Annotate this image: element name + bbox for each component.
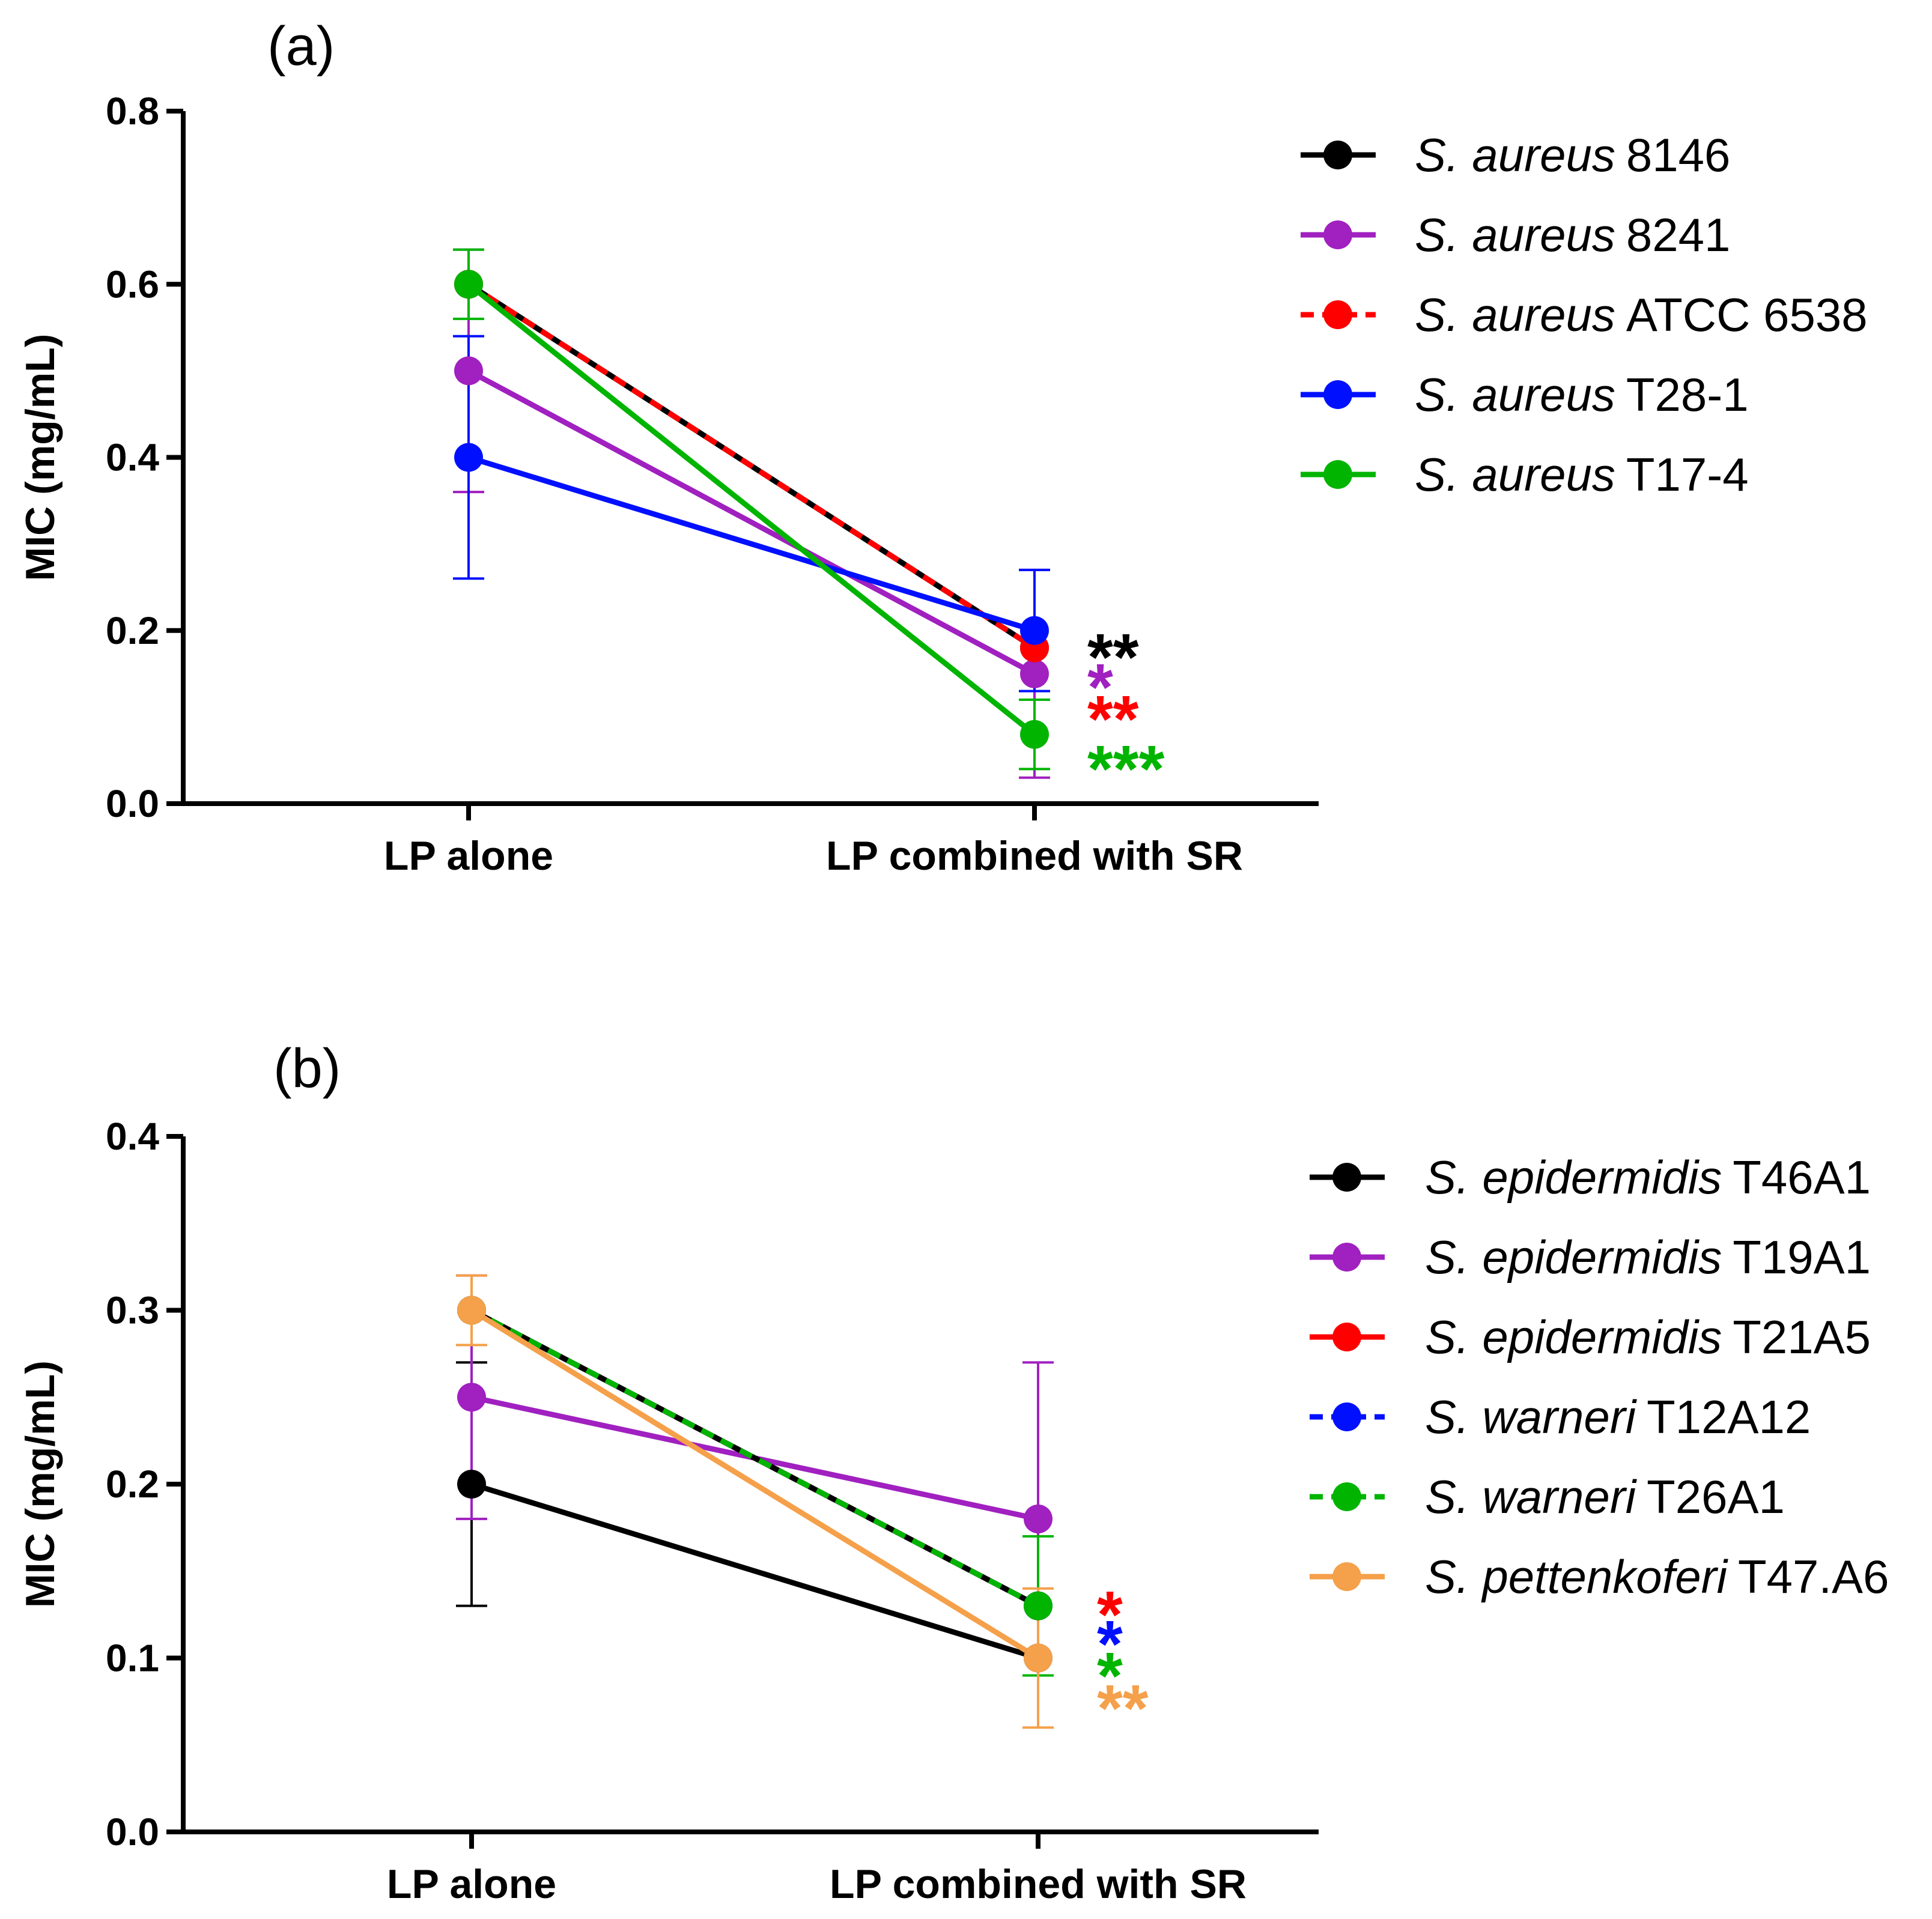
data-point: [457, 1383, 486, 1412]
series-line: [470, 1481, 1039, 1661]
legend-marker: [1323, 141, 1352, 169]
legend-species: S. epidermidis: [1425, 1311, 1722, 1363]
legend-strain: T21A5: [1733, 1311, 1871, 1363]
chart-panel-a: (a) 0.0 0.2 0.4 0.6 0.8 LP alone LP combined wi…: [17, 16, 1868, 879]
significance-marker: *: [1097, 1578, 1123, 1652]
significance-marker: *: [1097, 1639, 1123, 1713]
data-point: [454, 270, 483, 299]
chart-panel-b: (b) 0.0 0.1 0.2 0.3 0.4 LP alone LP combined wi…: [17, 1038, 1889, 1907]
legend-species: S. aureus: [1415, 208, 1615, 261]
series-line: [467, 282, 1036, 650]
legend-species: S. pettenkoferi: [1425, 1550, 1729, 1603]
significance-marker: **: [1097, 1672, 1149, 1745]
legend-entry: S. aureus ATCC 6538: [1415, 288, 1868, 341]
legend-marker: [1332, 1243, 1361, 1272]
legend-marker: [1332, 1402, 1361, 1431]
legend-species: S. aureus: [1415, 288, 1615, 341]
y-axis-title: MIC (mg/mL): [17, 334, 63, 581]
legend-strain: T26A1: [1647, 1470, 1785, 1523]
legend-strain: T17-4: [1626, 448, 1749, 501]
legend-entry: S. aureus 8241: [1415, 208, 1730, 261]
y-tick-label: 0.6: [106, 262, 159, 306]
y-tick-label: 0.1: [106, 1637, 159, 1680]
data-point: [454, 443, 483, 472]
legend-marker: [1323, 220, 1352, 249]
series-line: [467, 368, 1036, 676]
legend-strain: T28-1: [1626, 368, 1749, 421]
panel-label: (a): [267, 16, 335, 77]
significance-marker: **: [1087, 682, 1139, 756]
legend-entry: S. warneri T26A1: [1425, 1470, 1785, 1523]
legend-entry: S. epidermidis T46A1: [1425, 1151, 1871, 1204]
significance-marker: *: [1087, 650, 1113, 724]
y-tick-label: 0.2: [106, 1463, 159, 1506]
x-category-label: LP alone: [384, 833, 553, 879]
y-tick-label: 0.0: [106, 1810, 159, 1854]
x-category-label: LP combined with SR: [830, 1861, 1247, 1907]
y-tick-label: 0.3: [106, 1289, 159, 1332]
significance-marker: ***: [1087, 732, 1165, 806]
legend-entry: S. warneri T12A12: [1425, 1390, 1811, 1443]
series-line: [467, 282, 1036, 737]
legend-species: S. aureus: [1415, 129, 1615, 181]
legend-entry: S. aureus T28-1: [1415, 368, 1749, 421]
data-point: [457, 1296, 486, 1325]
legend-marker: [1332, 1163, 1361, 1192]
data-point: [1020, 720, 1049, 749]
legend-marker: [1332, 1323, 1361, 1351]
legend-species: S. epidermidis: [1425, 1231, 1722, 1284]
panel-label: (b): [273, 1038, 341, 1099]
data-point: [1020, 616, 1049, 645]
legend-marker: [1323, 300, 1352, 329]
legend-entry: S. aureus T17-4: [1415, 448, 1749, 501]
legend-marker: [1332, 1482, 1361, 1511]
legend-entry: S. pettenkoferi T47.A6: [1425, 1550, 1889, 1603]
significance-marker: *: [1097, 1607, 1123, 1681]
legend-species: S. warneri: [1425, 1390, 1638, 1443]
data-point: [454, 356, 483, 386]
legend-strain: T19A1: [1733, 1231, 1871, 1284]
significance-marker: **: [1087, 620, 1139, 694]
legend-species: S. aureus: [1415, 368, 1615, 421]
legend-species: S. epidermidis: [1425, 1151, 1722, 1204]
legend-strain: ATCC 6538: [1626, 288, 1868, 341]
legend-marker: [1323, 460, 1352, 489]
y-tick-label: 0.2: [106, 609, 159, 652]
legend-entry: S. aureus 8146: [1415, 129, 1730, 181]
legend-marker: [1323, 380, 1352, 409]
y-axis-title: MIC (mg/mL): [17, 1360, 63, 1608]
y-tick-label: 0.8: [106, 89, 159, 133]
series-line: [470, 1308, 1040, 1661]
y-tick-label: 0.0: [106, 782, 159, 825]
data-point: [457, 1470, 486, 1499]
data-point: [1024, 1504, 1053, 1533]
y-tick-label: 0.4: [106, 436, 159, 479]
legend-strain: T46A1: [1733, 1151, 1871, 1204]
legend-strain: 8146: [1626, 129, 1731, 181]
data-point: [1020, 659, 1049, 688]
legend-marker: [1332, 1562, 1361, 1591]
legend-strain: T12A12: [1647, 1390, 1811, 1443]
data-point: [1024, 1643, 1053, 1673]
legend-strain: 8241: [1626, 208, 1731, 261]
legend-entry: S. epidermidis T21A5: [1425, 1311, 1871, 1363]
x-category-label: LP alone: [387, 1861, 556, 1907]
series-line-dash-base: [470, 1308, 1040, 1608]
legend-entry: S. epidermidis T19A1: [1425, 1231, 1871, 1284]
y-tick-label: 0.4: [106, 1115, 159, 1158]
legend-species: S. aureus: [1415, 448, 1615, 501]
legend-strain: T47.A6: [1738, 1550, 1889, 1603]
legend-species: S. warneri: [1425, 1470, 1638, 1523]
series-line: [467, 455, 1036, 634]
x-category-label: LP combined with SR: [826, 833, 1243, 879]
data-point: [1024, 1591, 1053, 1620]
